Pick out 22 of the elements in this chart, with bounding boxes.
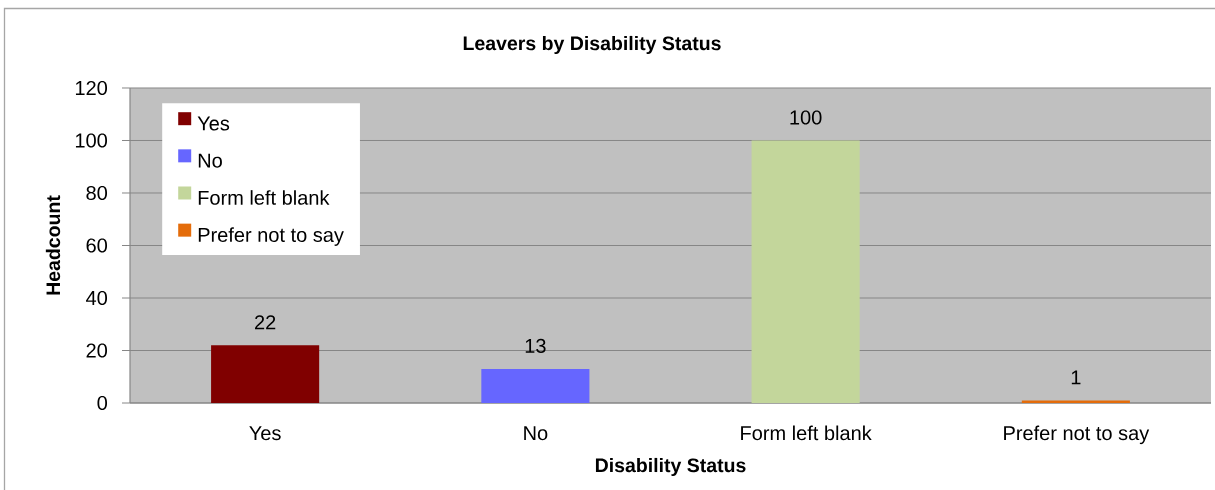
x-tick-label: Yes (249, 426, 281, 441)
y-tick-label: 20 (86, 343, 108, 358)
x-tick-label: No (524, 426, 548, 441)
data-label: 1 (1071, 370, 1081, 385)
chart-title: Leavers by Disability Status (463, 35, 721, 55)
legend-label: Form left blank (198, 190, 330, 205)
y-axis-title: Headcount (45, 195, 61, 295)
data-label: 13 (525, 338, 546, 353)
y-tick-label: 40 (86, 290, 108, 306)
y-tick-label: 60 (86, 238, 108, 253)
legend-label: Prefer not to say (198, 227, 344, 246)
legend-label: Yes (197, 116, 230, 131)
data-label: 100 (790, 110, 822, 125)
x-axis-title: Disability Status (595, 457, 746, 477)
data-label: 22 (255, 315, 276, 330)
y-tick-label: 80 (86, 185, 108, 201)
x-tick-label: Prefer not to say (1004, 425, 1150, 445)
y-tick-label: 100 (75, 133, 108, 148)
y-tick-label: 120 (75, 80, 108, 96)
legend-label: No (198, 153, 222, 168)
x-tick-label: Form left blank (741, 425, 872, 441)
y-tick-label: 0 (97, 395, 108, 411)
